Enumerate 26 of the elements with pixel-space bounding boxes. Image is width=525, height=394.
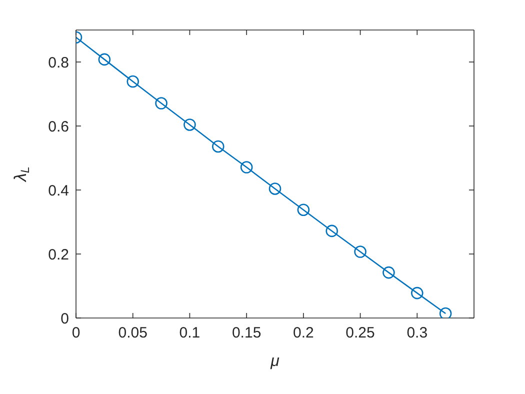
point <box>98 53 111 66</box>
point <box>155 97 168 110</box>
y-tick-label: 0.4 <box>48 182 69 200</box>
x-tick-label: 0.25 <box>346 324 375 342</box>
point <box>439 307 452 318</box>
y-tick-label: 0.2 <box>48 246 69 264</box>
x-tick-label: 0.3 <box>406 324 428 342</box>
x-tick-label: 0.15 <box>232 324 262 342</box>
point <box>184 118 196 131</box>
point <box>268 182 282 195</box>
y-tick-label: 0 <box>60 310 69 328</box>
point <box>354 246 366 258</box>
y-tick-label: 0.6 <box>48 118 69 136</box>
point <box>212 140 224 153</box>
point <box>126 75 140 88</box>
point <box>410 286 424 300</box>
point <box>297 204 310 216</box>
x-tick-label: 0.05 <box>118 324 148 342</box>
point <box>382 266 395 279</box>
point <box>240 161 253 174</box>
x-tick-label: 0.1 <box>179 324 200 342</box>
point <box>326 224 338 238</box>
x-tick-label: 0 <box>72 324 80 342</box>
x-axis-title: μ <box>270 353 280 370</box>
y-tick-label: 0.8 <box>48 54 69 72</box>
x-tick-label: 0.2 <box>293 324 314 342</box>
